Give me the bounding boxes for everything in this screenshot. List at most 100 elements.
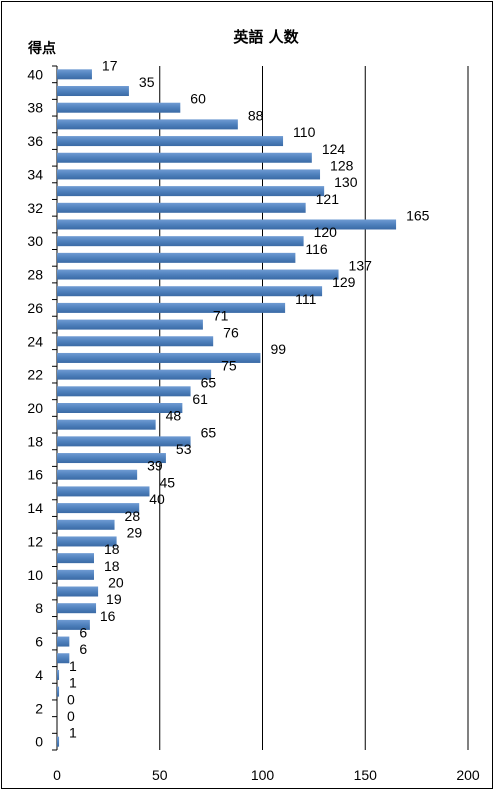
chart-title: 英語 人数: [233, 28, 299, 46]
data-label: 111: [295, 291, 316, 307]
data-label: 120: [314, 224, 338, 240]
data-label: 6: [79, 641, 87, 657]
data-label: 128: [330, 157, 354, 173]
bar: [57, 386, 191, 397]
bar: [57, 186, 325, 197]
data-label: 76: [223, 324, 239, 340]
y-tick-label: 34: [27, 166, 43, 182]
data-label: 130: [334, 174, 358, 190]
bar: [57, 136, 284, 147]
x-tick-labels: 0 50 100 150 200: [53, 767, 480, 783]
y-tick-label: 6: [35, 634, 43, 650]
data-label: 61: [192, 391, 208, 407]
bar: [57, 636, 70, 647]
y-tick-label: 36: [27, 133, 43, 149]
data-label: 35: [139, 74, 155, 90]
bar: [57, 486, 150, 497]
y-tick-label: 22: [27, 367, 43, 383]
bar: [57, 536, 117, 547]
data-label: 165: [406, 207, 430, 223]
y-tick-label: 12: [27, 533, 43, 549]
data-label: 45: [159, 474, 175, 490]
bar: [57, 469, 138, 480]
gridlines: [159, 66, 469, 750]
bar: [57, 319, 203, 330]
bar: [57, 619, 90, 630]
x-tick-label: 150: [354, 767, 378, 783]
bar: [57, 436, 191, 447]
data-label: 48: [166, 408, 182, 424]
y-axis-label: 得点: [27, 40, 56, 57]
bar: [57, 553, 94, 564]
bar: [57, 236, 304, 247]
data-label: 65: [201, 424, 217, 440]
y-tick-label: 30: [27, 233, 43, 249]
data-label: 28: [125, 508, 141, 524]
data-label: 110: [293, 124, 316, 140]
data-label: 75: [221, 358, 237, 374]
bars: [57, 69, 397, 747]
x-tick-label: 0: [53, 767, 61, 783]
y-tick-label: 40: [27, 66, 43, 82]
x-tick-label: 200: [456, 767, 480, 783]
data-label: 137: [349, 258, 373, 274]
bar: [57, 86, 129, 97]
bar: [57, 569, 94, 580]
bar: [57, 603, 97, 614]
data-label: 40: [149, 491, 165, 507]
y-tick-label: 16: [27, 467, 43, 483]
bar: [57, 403, 183, 413]
y-tick-label: 4: [35, 667, 43, 683]
data-label: 39: [147, 458, 163, 474]
data-label: 116: [305, 241, 328, 257]
bar: [57, 269, 339, 280]
y-tick-label: 2: [35, 700, 43, 716]
bar: [57, 286, 323, 297]
bar: [57, 503, 140, 514]
data-label: 60: [190, 91, 206, 107]
data-label: 121: [316, 191, 340, 207]
data-label: 18: [104, 558, 120, 574]
x-tick-label: 100: [251, 767, 275, 783]
bar: [57, 586, 99, 597]
y-tick-label: 0: [35, 734, 43, 750]
data-label: 129: [332, 274, 356, 290]
bar: [57, 302, 286, 313]
data-label: 71: [213, 308, 229, 324]
data-label: 1: [69, 725, 77, 741]
y-tick-label: 28: [27, 267, 43, 283]
bar: [57, 119, 238, 130]
bar: [57, 736, 60, 747]
y-tick-label: 14: [27, 500, 43, 516]
data-label: 1: [69, 675, 77, 691]
data-label: 1: [69, 658, 77, 674]
bar: [57, 202, 306, 213]
bar: [57, 152, 312, 163]
data-label: 0: [67, 708, 75, 724]
data-label: 18: [104, 541, 120, 557]
bar: [57, 453, 166, 464]
data-label: 19: [106, 591, 122, 607]
bar: [57, 686, 60, 697]
data-label: 0: [67, 691, 75, 707]
y-tick-label: 24: [27, 333, 43, 349]
data-label: 124: [322, 141, 346, 157]
bar: [57, 102, 181, 113]
bar: [57, 169, 321, 180]
x-tick-label: 50: [152, 767, 168, 783]
bar: [57, 69, 92, 80]
data-label: 53: [176, 441, 192, 457]
y-tick-label: 18: [27, 433, 43, 449]
data-label: 16: [100, 608, 116, 624]
bar: [57, 352, 261, 363]
data-label: 17: [102, 57, 118, 73]
bar: [57, 336, 214, 347]
y-tick-label: 32: [27, 200, 43, 216]
y-tick-label: 10: [27, 567, 43, 583]
bar: [57, 252, 296, 263]
axes: [52, 65, 58, 751]
y-tick-label: 38: [27, 100, 43, 116]
